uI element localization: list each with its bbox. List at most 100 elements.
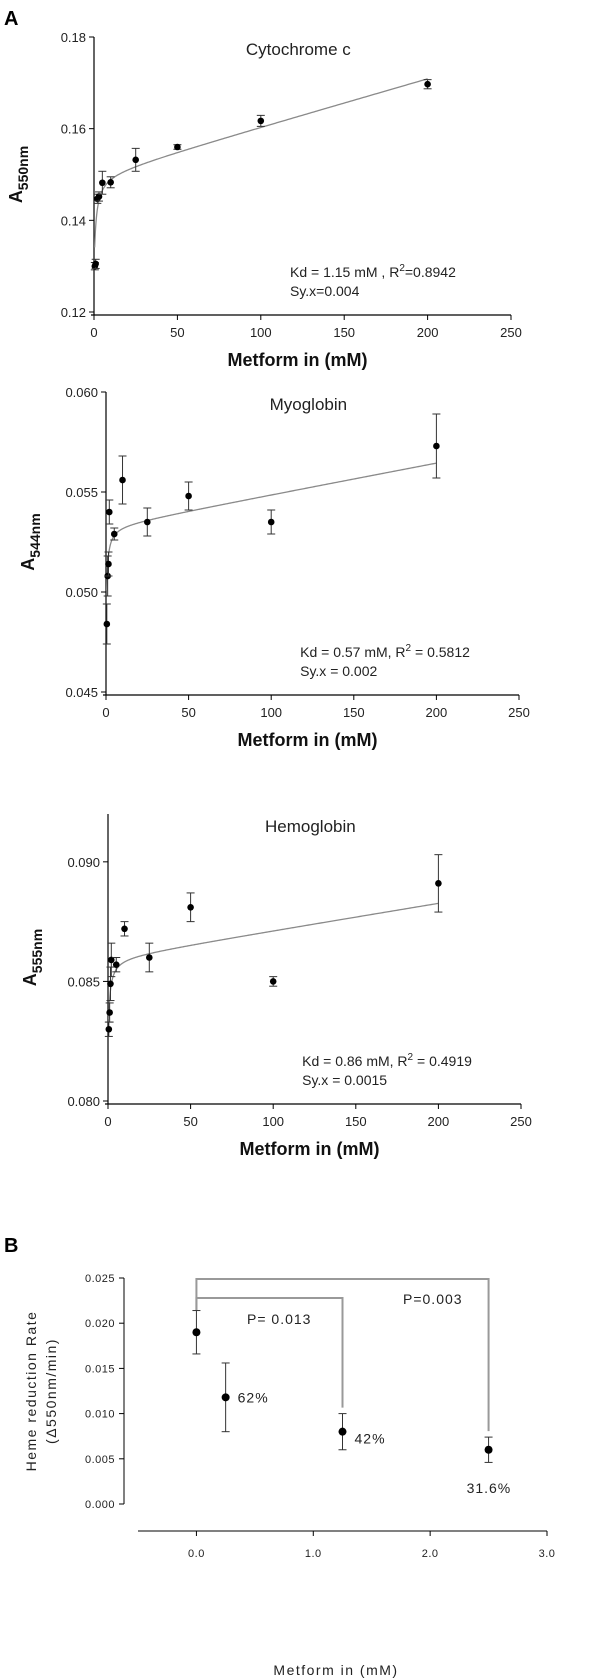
y-axis-label-line2: (Δ550nm/min) [43, 1338, 59, 1444]
x-axis-label: Metform in (mM) [240, 1139, 380, 1159]
data-point [119, 477, 126, 484]
data-point [192, 1328, 200, 1336]
y-axis-label-subscript: 550nm [15, 146, 31, 190]
x-tick-label: 0 [90, 325, 97, 340]
fit-stats-line1: Kd = 0.57 mM, R2 = 0.5812 [300, 643, 470, 660]
data-point [107, 981, 114, 988]
data-point [433, 443, 440, 450]
fit-curve [109, 903, 439, 1019]
data-point [270, 978, 277, 985]
y-tick-label: 0.045 [65, 685, 98, 700]
x-tick-label: 200 [428, 1114, 450, 1129]
x-tick-label: 200 [417, 325, 439, 340]
data-point [107, 179, 114, 186]
p-value-label: P=0.003 [403, 1291, 463, 1307]
data-point [144, 519, 151, 526]
x-tick-label: 3.0 [539, 1548, 556, 1560]
data-point [121, 926, 128, 933]
x-tick-label: 250 [508, 705, 530, 720]
chart-heme-reduction: 0.000 0.005 0.010 0.015 0.020 0.025 0.0 1.0 2.0 3… [23, 1273, 555, 1678]
y-tick-label: 0.010 [85, 1409, 115, 1421]
x-tick-label: 2.0 [422, 1548, 439, 1560]
x-tick-label: 100 [260, 705, 282, 720]
data-point [268, 519, 275, 526]
data-point [222, 1393, 230, 1401]
y-tick-label: 0.025 [85, 1273, 115, 1285]
percent-label: 42% [355, 1431, 386, 1447]
y-tick-label: 0.085 [67, 974, 100, 989]
y-axis-label-subscript: 555nm [29, 929, 45, 973]
x-tick-label: 250 [510, 1114, 532, 1129]
chart-title: Cytochrome c [246, 40, 351, 59]
data-point [258, 118, 265, 125]
data-point [92, 261, 99, 268]
y-axis-label-line1: Heme reduction Rate [23, 1311, 39, 1472]
y-axis-label: A555nm [20, 929, 45, 986]
y-axis-label-base: A [6, 190, 26, 203]
data-point [106, 1009, 113, 1016]
y-axis-label: A544nm [18, 513, 43, 570]
percent-label: 31.6% [467, 1480, 512, 1496]
data-point [106, 1026, 113, 1033]
y-tick-label: 0.060 [65, 385, 98, 400]
y-tick-label: 0.020 [85, 1318, 115, 1330]
data-point [146, 954, 153, 961]
data-point [106, 509, 113, 516]
x-tick-label: 100 [250, 325, 272, 340]
x-tick-label: 50 [183, 1114, 197, 1129]
x-axis-label: Metform in (mM) [228, 350, 368, 370]
data-point [424, 81, 431, 88]
fit-stats-kd: Kd = 1.15 mM , R [290, 264, 399, 280]
chart-myoglobin: 0.045 0.050 0.055 0.060 0 50 100 150 200 250 Myogl… [18, 385, 530, 750]
y-axis-label-base: A [20, 973, 40, 986]
x-tick-label: 250 [500, 325, 522, 340]
data-point [132, 157, 139, 164]
y-axis-label-base: A [18, 558, 38, 571]
y-tick-label: 0.005 [85, 1454, 115, 1466]
fit-stats-line1: Kd = 1.15 mM , R2=0.8942 [290, 263, 456, 280]
fit-curve [95, 79, 428, 248]
fit-stats-line2: Sy.x = 0.002 [300, 663, 377, 679]
fit-stats-line1: Kd = 0.86 mM, R2 = 0.4919 [302, 1052, 472, 1069]
y-tick-label: 0.16 [61, 122, 86, 137]
data-point [185, 493, 192, 500]
x-tick-label: 50 [181, 705, 195, 720]
y-axis-label-subscript: 544nm [27, 513, 43, 557]
y-tick-label: 0.055 [65, 485, 98, 500]
fit-stats-kd: Kd = 0.86 mM, R [302, 1053, 407, 1069]
fit-stats-kd: Kd = 0.57 mM, R [300, 644, 405, 660]
y-tick-label: 0.000 [85, 1499, 115, 1511]
x-tick-label: 150 [345, 1114, 367, 1129]
data-point [187, 904, 194, 911]
chart-hemoglobin: 0.080 0.085 0.090 0 50 100 150 200 250 Hemoglobin… [20, 814, 532, 1159]
chart-title: Myoglobin [270, 395, 348, 414]
chart-title: Hemoglobin [265, 817, 356, 836]
fit-stats-line2: Sy.x = 0.0015 [302, 1072, 387, 1088]
x-tick-label: 0.0 [188, 1548, 205, 1560]
x-tick-label: 0 [104, 1114, 111, 1129]
data-point [111, 531, 118, 538]
x-tick-label: 150 [343, 705, 365, 720]
y-tick-label: 0.18 [61, 30, 86, 45]
x-tick-label: 100 [262, 1114, 284, 1129]
chart-cytochrome: 0.120.140.160.180 50 100 150 200 250Cytochrom… [6, 30, 522, 370]
x-axis-label: Metform in (mM) [238, 730, 378, 750]
y-tick-label: 0.12 [61, 305, 86, 320]
p-value-label: P= 0.013 [247, 1311, 311, 1327]
x-tick-label: 1.0 [305, 1548, 322, 1560]
x-tick-label: 200 [426, 705, 448, 720]
data-point [485, 1446, 493, 1454]
y-tick-label: 0.015 [85, 1363, 115, 1375]
data-point [105, 561, 112, 568]
data-point [435, 880, 442, 887]
data-point [99, 179, 106, 186]
x-tick-label: 50 [170, 325, 184, 340]
fit-stats-r2-value: = 0.5812 [411, 644, 470, 660]
data-point [104, 621, 111, 628]
fit-stats-r2-value: =0.8942 [405, 264, 456, 280]
data-point [174, 144, 181, 151]
fit-stats-line2: Sy.x=0.004 [290, 283, 360, 299]
y-tick-label: 0.080 [67, 1094, 100, 1109]
x-tick-label: 150 [333, 325, 355, 340]
